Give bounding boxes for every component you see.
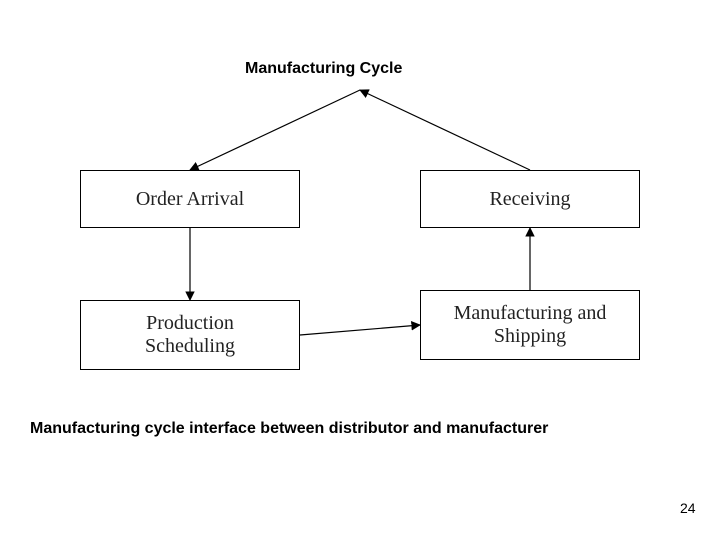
node-receiving: Receiving <box>420 170 640 228</box>
node-production-scheduling: Production Scheduling <box>80 300 300 370</box>
diagram-title: Manufacturing Cycle <box>245 60 402 78</box>
node-mfg-shipping: Manufacturing and Shipping <box>420 290 640 360</box>
diagram-caption: Manufacturing cycle interface between di… <box>30 420 548 438</box>
flowchart-edges <box>0 0 720 540</box>
node-order-arrival: Order Arrival <box>80 170 300 228</box>
edge-top_apex-receiving <box>360 90 530 170</box>
edge-production-scheduling-mfg-shipping <box>300 325 420 335</box>
edge-top_apex-order-arrival <box>190 90 360 170</box>
page-number: 24 <box>680 500 696 516</box>
